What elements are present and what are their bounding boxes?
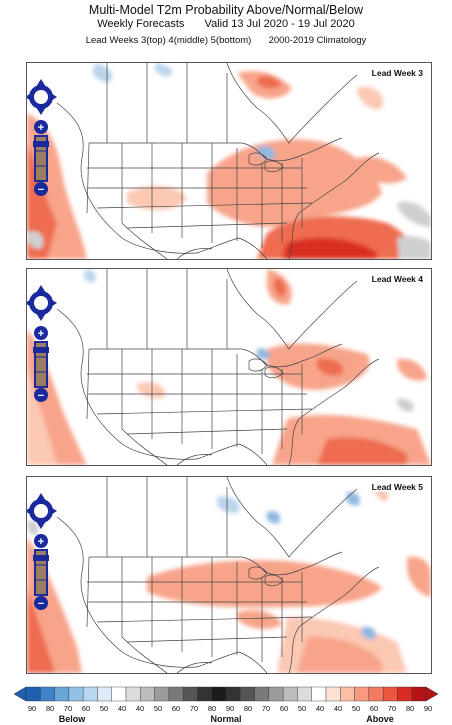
zoom-in-icon[interactable]: + bbox=[34, 120, 48, 134]
colorbar-tick-label: 80 bbox=[207, 704, 217, 713]
map-panel-week4[interactable]: Lead Week 4 + − bbox=[26, 268, 432, 466]
lead-week-label: Lead Week 4 bbox=[369, 274, 425, 284]
colorbar-tick-label: 60 bbox=[81, 704, 91, 713]
colorbar-tick-label: 80 bbox=[243, 704, 253, 713]
colorbar-tick-label: 50 bbox=[351, 704, 361, 713]
colorbar-tick-label: 90 bbox=[27, 704, 37, 713]
map-navigation-control[interactable]: + − bbox=[27, 277, 59, 417]
weekly-forecasts-label: Weekly Forecasts bbox=[97, 18, 185, 30]
colorbar-swatch bbox=[397, 686, 412, 702]
colorbar-tick-label: 50 bbox=[99, 704, 109, 713]
colorbar-tick-label: 40 bbox=[117, 704, 127, 713]
colorbar-swatch bbox=[111, 686, 127, 702]
svg-text:+: + bbox=[38, 328, 44, 340]
colorbar-swatch bbox=[82, 686, 98, 702]
header: Multi-Model T2m Probability Above/Normal… bbox=[0, 0, 452, 58]
colorbar-swatch bbox=[240, 686, 255, 702]
colorbar-swatch bbox=[97, 686, 112, 702]
map-navigation-control[interactable]: + − bbox=[27, 71, 59, 211]
colorbar-tick-label: 70 bbox=[63, 704, 73, 713]
svg-text:−: − bbox=[38, 390, 44, 402]
svg-text:+: + bbox=[38, 122, 44, 134]
colorbar-swatch bbox=[311, 686, 327, 702]
zoom-slider[interactable] bbox=[33, 135, 49, 182]
normal-label: Normal bbox=[210, 714, 242, 724]
zoom-out-icon[interactable]: − bbox=[34, 388, 48, 402]
colorbar-tick-label: 60 bbox=[369, 704, 379, 713]
lead-week-label: Lead Week 3 bbox=[369, 68, 425, 78]
map-panel-week3[interactable]: Lead Week 3 + − bbox=[26, 62, 432, 260]
colorbar-swatch bbox=[211, 686, 227, 702]
colorbar-swatch bbox=[182, 686, 198, 702]
svg-text:−: − bbox=[38, 184, 44, 196]
lead-info: Lead Weeks 3(top) 4(middle) 5(bottom) 20… bbox=[0, 35, 452, 46]
colorbar-swatch bbox=[140, 686, 155, 702]
colorbar-swatch bbox=[154, 686, 170, 702]
colorbar-tick-label: 90 bbox=[423, 704, 433, 713]
zoom-slider[interactable] bbox=[33, 549, 49, 596]
pan-arrows-icon[interactable] bbox=[27, 285, 57, 321]
map-navigation-control[interactable]: + − bbox=[27, 485, 59, 625]
above-label: Above bbox=[366, 714, 394, 724]
colorbar-tick-label: 60 bbox=[279, 704, 289, 713]
colorbar-tick-label: 40 bbox=[315, 704, 325, 713]
colorbar-ticks: 90 80 70 60 50 40 40 50 60 70 80 90 80 70 60 50 40 40 50 60… bbox=[14, 704, 438, 716]
colorbar-tick-label: 70 bbox=[189, 704, 199, 713]
colorbar-tick-label: 40 bbox=[135, 704, 145, 713]
colorbar-right-tip bbox=[425, 686, 438, 702]
zoom-in-icon[interactable]: + bbox=[34, 326, 48, 340]
lead-week-label: Lead Week 5 bbox=[369, 482, 425, 492]
colorbar-swatch bbox=[282, 686, 298, 702]
colorbar-tick-label: 50 bbox=[153, 704, 163, 713]
zoom-out-icon[interactable]: − bbox=[34, 596, 48, 610]
forecast-subtitle: Weekly Forecasts Valid 13 Jul 2020 - 19 … bbox=[0, 18, 452, 30]
colorbar-tick-label: 90 bbox=[225, 704, 235, 713]
colorbar-tick-label: 80 bbox=[45, 704, 55, 713]
colorbar-swatch bbox=[54, 686, 70, 702]
zoom-out-icon[interactable]: − bbox=[34, 182, 48, 196]
colorbar-swatch bbox=[368, 686, 384, 702]
colorbar-swatch bbox=[354, 686, 370, 702]
colorbar-tick-label: 60 bbox=[171, 704, 181, 713]
colorbar-swatch bbox=[168, 686, 184, 702]
forecast-map bbox=[27, 477, 431, 673]
colorbar-swatch bbox=[382, 686, 398, 702]
colorbar-tick-label: 50 bbox=[297, 704, 307, 713]
svg-text:−: − bbox=[38, 598, 44, 610]
probability-colorbar bbox=[14, 686, 438, 702]
zoom-slider[interactable] bbox=[33, 341, 49, 388]
colorbar-swatch bbox=[411, 686, 427, 702]
colorbar-tick-label: 70 bbox=[261, 704, 271, 713]
colorbar-swatch bbox=[325, 686, 341, 702]
colorbar-swatch bbox=[268, 686, 284, 702]
colorbar-swatch bbox=[68, 686, 84, 702]
colorbar-swatch bbox=[225, 686, 241, 702]
climatology-note: 2000-2019 Climatology bbox=[268, 35, 367, 46]
valid-dates-label: Valid 13 Jul 2020 - 19 Jul 2020 bbox=[204, 18, 355, 30]
colorbar-swatch bbox=[340, 686, 355, 702]
colorbar-swatch bbox=[254, 686, 270, 702]
pan-arrows-icon[interactable] bbox=[27, 493, 57, 529]
colorbar-tick-label: 40 bbox=[333, 704, 343, 713]
pan-arrows-icon[interactable] bbox=[27, 79, 57, 115]
zoom-in-icon[interactable]: + bbox=[34, 534, 48, 548]
colorbar-swatch bbox=[197, 686, 212, 702]
colorbar-swatch bbox=[125, 686, 141, 702]
forecast-map bbox=[27, 63, 431, 259]
colorbar-swatch bbox=[40, 686, 55, 702]
below-label: Below bbox=[58, 714, 86, 724]
forecast-map bbox=[27, 269, 431, 465]
map-panel-week5[interactable]: Lead Week 5 + − bbox=[26, 476, 432, 674]
colorbar-swatch bbox=[297, 686, 312, 702]
colorbar-left-tip bbox=[14, 686, 27, 702]
chart-title: Multi-Model T2m Probability Above/Normal… bbox=[88, 3, 364, 17]
colorbar-tick-label: 80 bbox=[405, 704, 415, 713]
colorbar-tick-label: 70 bbox=[387, 704, 397, 713]
svg-text:+: + bbox=[38, 536, 44, 548]
colorbar-swatch bbox=[25, 686, 41, 702]
lead-weeks-note: Lead Weeks 3(top) 4(middle) 5(bottom) bbox=[85, 35, 252, 46]
